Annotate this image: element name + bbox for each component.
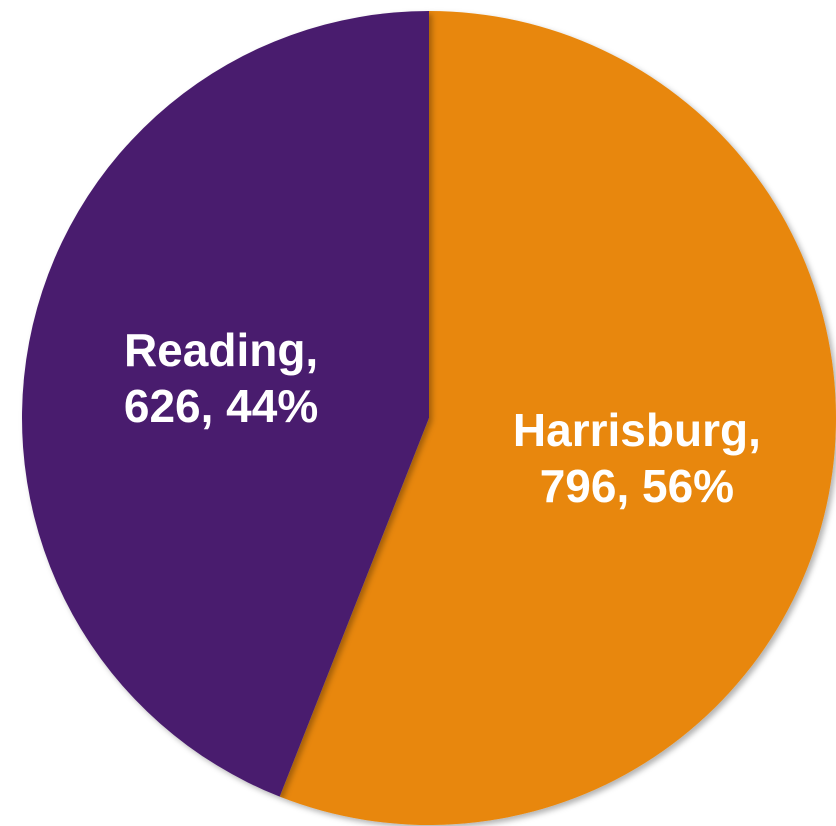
pie-slice xyxy=(22,11,430,797)
data-label: Reading, 626, 44% xyxy=(123,324,319,433)
pie-slice xyxy=(279,11,836,825)
data-label: Harrisburg, 796, 56% xyxy=(512,403,761,512)
